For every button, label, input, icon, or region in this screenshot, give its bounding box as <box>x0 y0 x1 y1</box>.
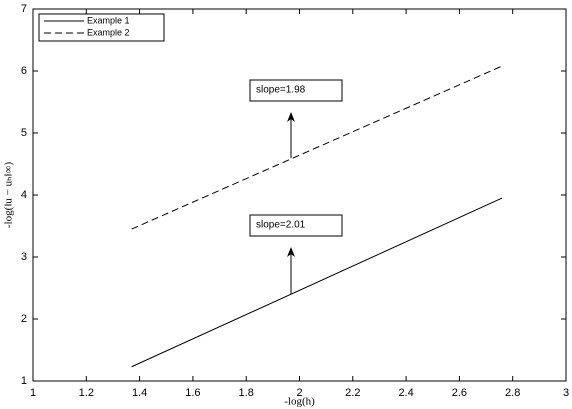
annotation-box <box>249 79 343 102</box>
y-tick-label: 6 <box>21 65 27 77</box>
annotation-arrowhead <box>287 112 295 122</box>
x-tick-label: 2.8 <box>505 387 520 399</box>
annotation-text: slope=1.98 <box>256 85 306 96</box>
x-tick-label: 1.8 <box>239 387 254 399</box>
y-tick-label: 7 <box>21 3 27 15</box>
x-tick-label: 2.4 <box>398 387 413 399</box>
annotation-box <box>249 214 343 237</box>
series-line <box>131 197 503 368</box>
y-tick-label: 1 <box>21 375 27 387</box>
x-axis-label: -log(h) <box>284 396 315 408</box>
x-tick-label: 1.6 <box>185 387 200 399</box>
legend-label: Example 1 <box>87 15 130 25</box>
x-tick-label: 2.6 <box>452 387 467 399</box>
plot-frame <box>32 8 567 382</box>
x-tick-label: 1.2 <box>79 387 94 399</box>
y-tick-label: 2 <box>21 313 27 325</box>
series-line <box>131 65 503 230</box>
x-tick-label: 1.4 <box>132 387 147 399</box>
legend-label: Example 2 <box>87 27 130 37</box>
x-tick-label: 2 <box>296 387 302 399</box>
annotation-text: slope=2.01 <box>256 220 306 231</box>
y-tick-label: 5 <box>21 127 27 139</box>
x-tick-label: 1 <box>30 387 36 399</box>
y-tick-label: 4 <box>21 189 27 201</box>
legend-box <box>38 13 165 42</box>
y-tick-label: 3 <box>21 251 27 263</box>
annotation-arrowhead <box>287 247 295 257</box>
y-axis-label: -log(‖u − uₕ‖∞) <box>3 162 15 229</box>
x-tick-label: 2.2 <box>345 387 360 399</box>
x-tick-label: 3 <box>563 387 569 399</box>
